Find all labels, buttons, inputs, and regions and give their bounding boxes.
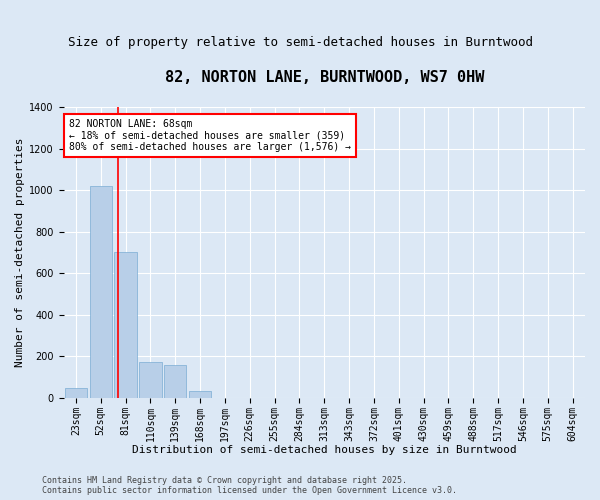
Text: Size of property relative to semi-detached houses in Burntwood: Size of property relative to semi-detach… [67, 36, 533, 49]
Bar [139, 362, 161, 398]
Text: 82 NORTON LANE: 68sqm
← 18% of semi-detached houses are smaller (359)
80% of sem: 82 NORTON LANE: 68sqm ← 18% of semi-deta… [69, 118, 351, 152]
Bar [65, 388, 87, 398]
Bar [189, 390, 211, 398]
X-axis label: Distribution of semi-detached houses by size in Burntwood: Distribution of semi-detached houses by … [132, 445, 517, 455]
Bar [164, 364, 187, 398]
Bar [115, 252, 137, 398]
Text: Contains HM Land Registry data © Crown copyright and database right 2025.
Contai: Contains HM Land Registry data © Crown c… [42, 476, 457, 495]
Title: 82, NORTON LANE, BURNTWOOD, WS7 0HW: 82, NORTON LANE, BURNTWOOD, WS7 0HW [164, 70, 484, 85]
Bar [89, 186, 112, 398]
Y-axis label: Number of semi-detached properties: Number of semi-detached properties [15, 138, 25, 367]
